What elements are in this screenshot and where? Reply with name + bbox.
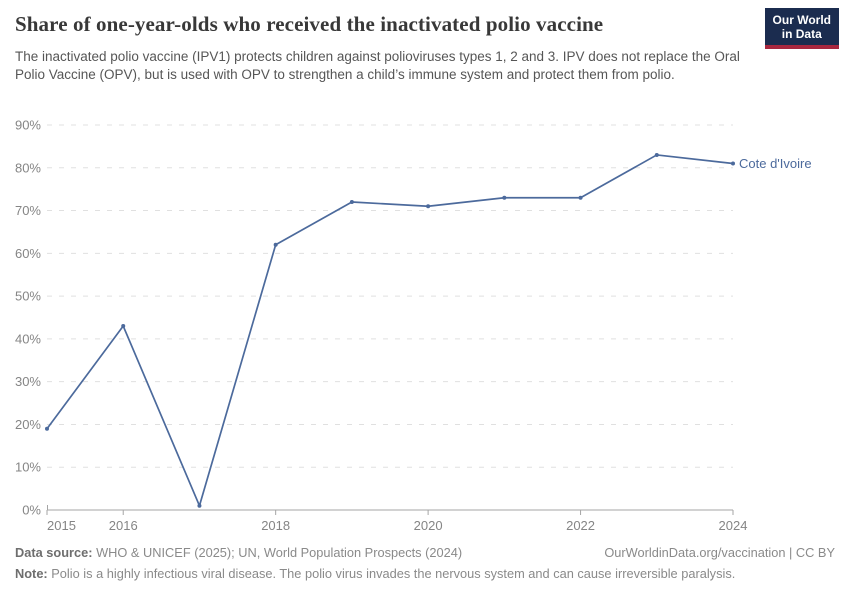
data-point bbox=[578, 195, 583, 200]
y-axis-tick-label: 70% bbox=[15, 203, 41, 218]
y-axis-tick-label: 60% bbox=[15, 246, 41, 261]
series-line bbox=[46, 154, 734, 507]
data-source-label: Data source: bbox=[15, 545, 93, 560]
x-axis-tick-label: 2022 bbox=[566, 518, 595, 533]
data-point bbox=[502, 195, 507, 200]
data-point bbox=[45, 426, 49, 431]
owid-logo: Our World in Data bbox=[764, 8, 839, 49]
page-title: Share of one-year-olds who received the … bbox=[15, 12, 604, 36]
x-axis-tick-label: 2024 bbox=[719, 518, 748, 533]
data-point bbox=[121, 324, 126, 329]
y-axis-tick-label: 0% bbox=[22, 503, 41, 518]
rights-text: OurWorldinData.org/vaccination | CC BY bbox=[604, 545, 835, 560]
y-axis-tick-label: 40% bbox=[15, 331, 41, 346]
footer-note-row: Note: Polio is a highly infectious viral… bbox=[15, 566, 835, 581]
data-point bbox=[197, 503, 202, 508]
data-point bbox=[349, 200, 354, 204]
note-text: Polio is a highly infectious viral disea… bbox=[47, 566, 736, 581]
y-axis-tick-label: 80% bbox=[15, 160, 41, 175]
data-point bbox=[426, 204, 431, 209]
owid-logo-line1: Our World bbox=[772, 13, 831, 27]
y-axis-tick-label: 10% bbox=[15, 460, 41, 475]
data-source-text: Data source: WHO & UNICEF (2025); UN, Wo… bbox=[15, 545, 463, 560]
y-axis-tick-label: 20% bbox=[15, 417, 41, 432]
x-axis-tick-label: 2018 bbox=[261, 518, 290, 533]
owid-logo-line2: in Data bbox=[781, 27, 822, 41]
y-axis-tick-label: 50% bbox=[15, 289, 41, 304]
series-end-label: Cote d'Ivoire bbox=[739, 156, 812, 171]
data-point bbox=[654, 152, 659, 157]
data-point bbox=[731, 161, 735, 166]
x-axis-tick-label: 2020 bbox=[414, 518, 443, 533]
note-label: Note: bbox=[15, 566, 48, 581]
y-axis-tick-label: 30% bbox=[15, 374, 41, 389]
data-point bbox=[273, 242, 278, 247]
x-axis-tick-label: 2016 bbox=[109, 518, 138, 533]
footer-source-row: Data source: WHO & UNICEF (2025); UN, Wo… bbox=[15, 545, 835, 560]
y-axis-tick-label: 90% bbox=[15, 118, 41, 133]
chart-subtitle: The inactivated polio vaccine (IPV1) pro… bbox=[15, 49, 740, 82]
x-axis-tick-label: 2015 bbox=[47, 518, 76, 533]
